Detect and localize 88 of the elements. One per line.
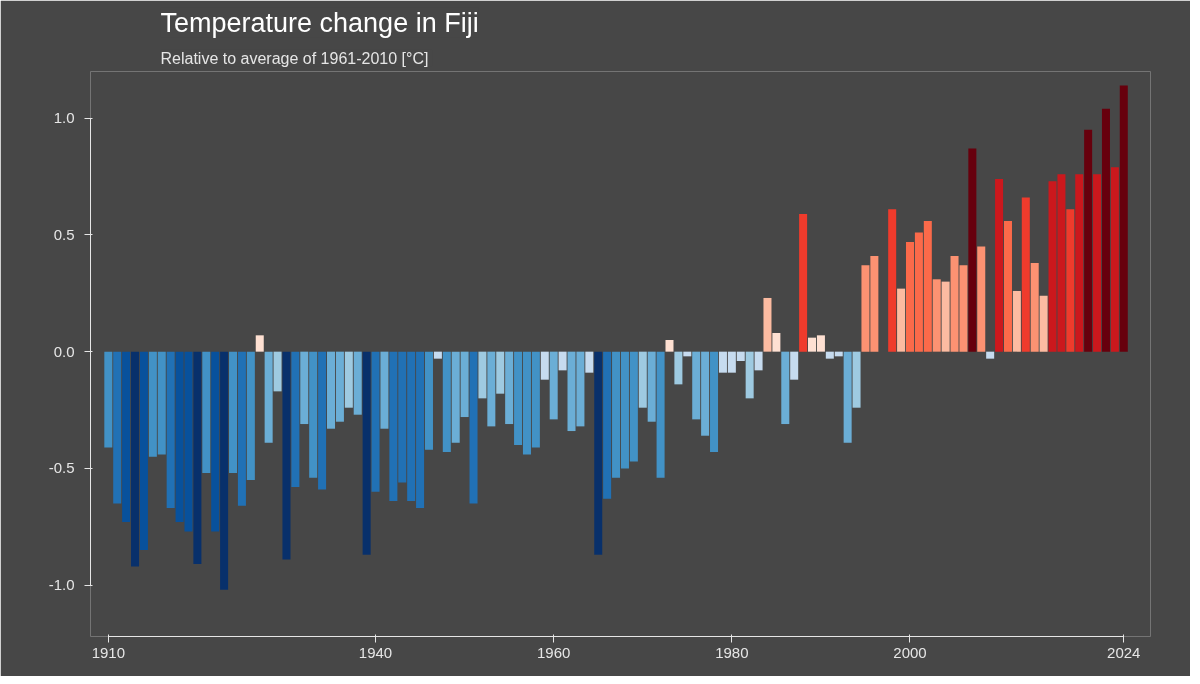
bar: [763, 297, 772, 352]
bar: [1101, 108, 1110, 352]
chart-subtitle: Relative to average of 1961-2010 [°C]: [160, 49, 429, 67]
bar: [603, 351, 612, 499]
bar: [229, 351, 238, 474]
bar: [1039, 295, 1048, 352]
bar: [282, 351, 291, 560]
x-tick-label: 2000: [893, 643, 927, 661]
bar: [113, 351, 122, 504]
bar: [300, 351, 309, 425]
bar: [1075, 174, 1084, 352]
x-tick-label: 1960: [537, 643, 571, 661]
bar: [318, 351, 327, 490]
bar: [656, 351, 665, 478]
bar: [237, 351, 246, 506]
bar: [986, 351, 995, 359]
bar: [469, 351, 478, 504]
bar: [638, 351, 647, 408]
bar: [371, 351, 380, 492]
bar: [790, 351, 799, 380]
bar: [246, 351, 255, 481]
y-tick-label: 0.0: [53, 342, 75, 360]
bar: [1119, 85, 1128, 352]
bar: [353, 351, 362, 415]
bar: [1030, 262, 1039, 352]
bar: [166, 351, 175, 509]
bar: [344, 351, 353, 408]
bar: [540, 351, 549, 380]
bar: [968, 148, 977, 352]
bar: [139, 351, 148, 551]
bar: [193, 351, 202, 565]
bar: [496, 351, 505, 394]
bar: [505, 351, 514, 425]
bar: [104, 351, 113, 448]
bar: [1066, 209, 1075, 352]
x-tick-label: 1910: [91, 643, 126, 661]
bar: [897, 288, 906, 352]
bar: [745, 351, 754, 399]
bar: [888, 209, 897, 352]
bar: [781, 351, 790, 425]
bar: [424, 351, 433, 450]
y-tick-label: -1.0: [48, 576, 75, 594]
bar: [977, 246, 986, 352]
y-tick-label: 0.5: [53, 225, 75, 243]
bar: [1012, 290, 1021, 352]
x-tick-label: 2024: [1107, 643, 1141, 661]
bar: [273, 351, 282, 392]
y-tick-label: -0.5: [48, 459, 75, 477]
bar: [754, 351, 763, 371]
bar: [380, 351, 389, 429]
bar: [549, 351, 558, 420]
bar: [843, 351, 852, 443]
bar: [211, 351, 220, 532]
bar: [1093, 174, 1102, 352]
bar: [941, 281, 950, 352]
bar: [710, 351, 719, 453]
bar: [1084, 129, 1093, 352]
bar: [995, 178, 1004, 352]
bar: [362, 351, 371, 555]
bar: [442, 351, 451, 453]
bar: [1110, 167, 1119, 352]
bar: [665, 339, 674, 352]
bar: [647, 351, 656, 422]
bar: [585, 351, 594, 373]
bar: [220, 351, 229, 590]
x-tick-label: 1980: [715, 643, 749, 661]
bar: [131, 351, 140, 567]
bar: [852, 351, 861, 408]
bar: [1003, 220, 1012, 352]
y-tick-label: 1.0: [53, 109, 75, 127]
bar: [932, 279, 941, 352]
bar: [478, 351, 487, 399]
bar: [674, 351, 683, 385]
bar: [309, 351, 318, 478]
x-tick-label: 1940: [358, 643, 393, 661]
bar: [772, 332, 781, 352]
bar: [255, 335, 264, 352]
bar: [264, 351, 273, 443]
bar: [558, 351, 567, 371]
bar: [122, 351, 131, 523]
bar: [1021, 197, 1030, 352]
bar: [202, 351, 211, 474]
bar: [291, 351, 300, 488]
bar: [487, 351, 496, 427]
bar: [799, 213, 808, 352]
bar: [433, 351, 442, 359]
chart-title: Temperature change in Fiji: [160, 7, 479, 38]
bar: [594, 351, 603, 555]
